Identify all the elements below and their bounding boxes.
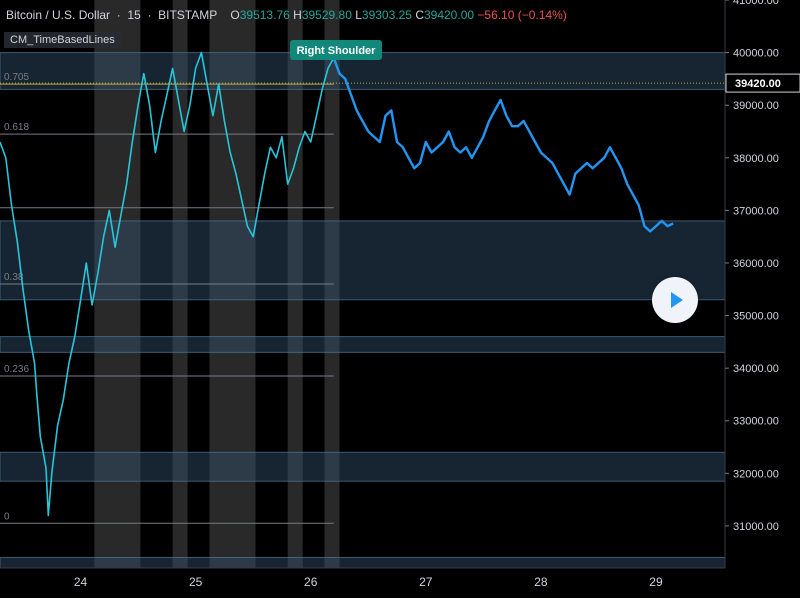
y-tick-label: 35000.00 — [733, 311, 779, 323]
interval[interactable]: 15 — [127, 8, 141, 22]
price-series-historical — [0, 51, 335, 517]
x-tick-label: 24 — [74, 575, 88, 589]
fib-level-label: 0.38 — [4, 272, 24, 283]
high-label: H — [293, 8, 302, 22]
x-tick-label: 29 — [649, 575, 663, 589]
fib-level-label: 0.236 — [4, 364, 29, 375]
open-value: 39513.76 — [239, 8, 290, 22]
x-tick-label: 25 — [189, 575, 203, 589]
indicator-label[interactable]: CM_TimeBasedLines — [4, 32, 121, 48]
last-price-label: 39420.00 — [735, 78, 781, 90]
open-label: O — [230, 8, 240, 22]
fib-level-label: 0.705 — [4, 72, 29, 83]
fib-level-label: 0.618 — [4, 122, 29, 133]
y-tick-label: 39000.00 — [733, 100, 779, 112]
y-tick-label: 33000.00 — [733, 416, 779, 428]
fib-level-label: 0 — [4, 511, 10, 522]
x-tick-label: 27 — [419, 575, 433, 589]
y-tick-label: 31000.00 — [733, 521, 779, 533]
y-tick-label: 34000.00 — [733, 363, 779, 375]
y-tick-label: 41000.00 — [733, 0, 779, 7]
support-resistance-zone — [0, 556, 726, 569]
support-resistance-zone — [0, 220, 726, 301]
price-series-projection — [332, 57, 674, 233]
support-resistance-zone — [0, 451, 726, 482]
chart-header: Bitcoin / U.S. Dollar · 15 · BITSTAMP O3… — [6, 8, 567, 22]
y-tick-label: 40000.00 — [733, 48, 779, 60]
y-tick-label: 38000.00 — [733, 153, 779, 165]
support-resistance-zone — [0, 336, 726, 353]
annotation-bubble — [290, 39, 383, 60]
symbol-name[interactable]: Bitcoin / U.S. Dollar — [6, 8, 111, 22]
change-value: −56.10 (−0.14%) — [477, 8, 567, 22]
x-tick-label: 26 — [304, 575, 318, 589]
low-value: 39303.25 — [361, 8, 412, 22]
play-button[interactable] — [652, 277, 698, 323]
x-tick-label: 28 — [534, 575, 548, 589]
last-price-badge — [725, 73, 800, 93]
exchange: BITSTAMP — [158, 8, 218, 22]
y-tick-label: 37000.00 — [733, 205, 779, 217]
low-label: L — [355, 8, 362, 22]
high-value: 39529.80 — [301, 8, 352, 22]
y-tick-label: 36000.00 — [733, 258, 779, 270]
play-icon — [671, 292, 683, 308]
close-value: 39420.00 — [423, 8, 475, 22]
close-label: C — [415, 8, 424, 22]
y-tick-label: 32000.00 — [733, 468, 779, 480]
annotation-label: Right Shoulder — [297, 45, 377, 57]
